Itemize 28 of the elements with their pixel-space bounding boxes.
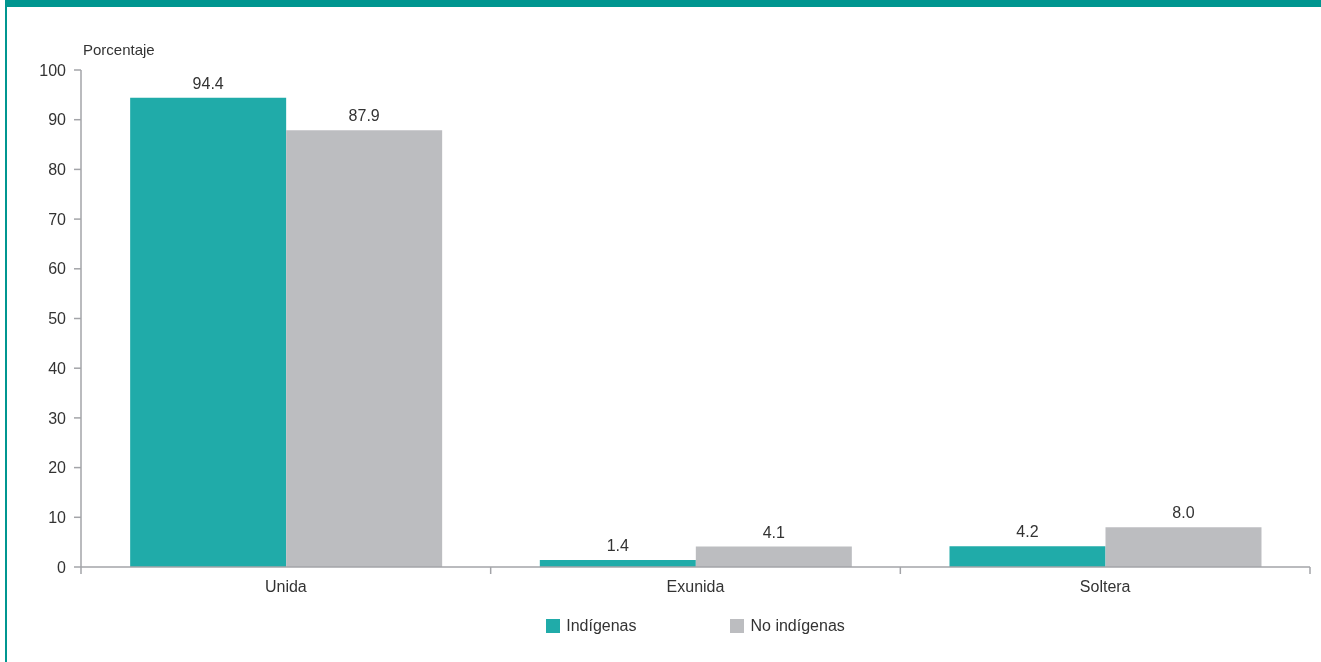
y-tick-label: 100 xyxy=(39,61,67,79)
y-tick-label: 20 xyxy=(48,459,67,477)
y-tick-label: 80 xyxy=(48,161,67,179)
x-tick-label: Unida xyxy=(264,578,307,595)
data-label: 87.9 xyxy=(348,107,380,125)
legend-label: Indígenas xyxy=(566,617,637,635)
data-label: 4.1 xyxy=(762,523,786,541)
bar xyxy=(130,97,287,567)
bar xyxy=(695,546,852,567)
bar xyxy=(1105,527,1262,567)
x-tick-label: Soltera xyxy=(1079,578,1131,595)
y-tick-label: 40 xyxy=(48,359,67,377)
bar xyxy=(286,130,443,567)
y-tick-label: 50 xyxy=(48,310,67,328)
legend-label: No indígenas xyxy=(750,617,845,635)
data-label: 4.2 xyxy=(1016,523,1039,541)
y-tick-label: 60 xyxy=(48,260,67,278)
y-tick-label: 70 xyxy=(48,210,67,228)
data-label: 1.4 xyxy=(606,537,630,555)
y-tick-label: 0 xyxy=(57,558,67,576)
y-tick-label: 90 xyxy=(48,111,67,129)
bar xyxy=(949,546,1106,567)
y-tick-label: 10 xyxy=(48,508,67,526)
x-tick-label: Exunida xyxy=(666,578,725,595)
data-label: 94.4 xyxy=(192,74,224,92)
y-tick-label: 30 xyxy=(48,409,67,427)
y-axis-title: Porcentaje xyxy=(83,41,155,58)
data-label: 8.0 xyxy=(1172,504,1195,522)
